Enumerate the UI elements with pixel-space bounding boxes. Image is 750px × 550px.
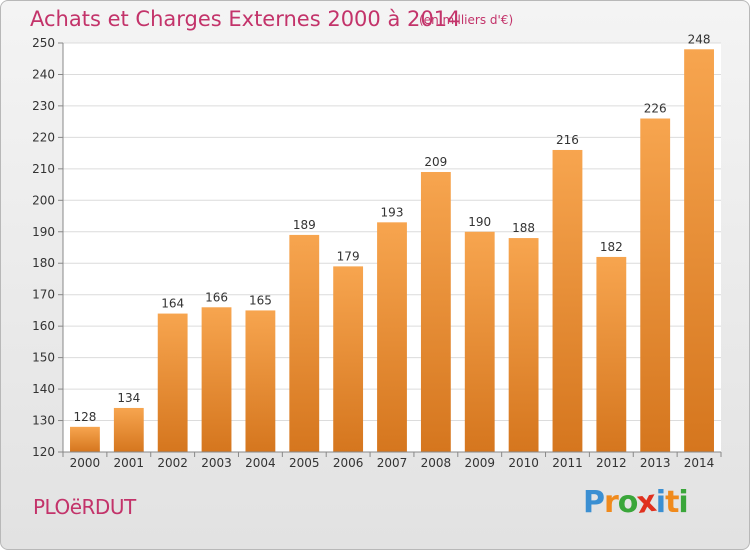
bar-2014 <box>684 49 714 453</box>
x-tick-label: 2012 <box>596 456 627 470</box>
data-label-2001: 134 <box>117 391 140 405</box>
data-label-2002: 164 <box>161 297 184 311</box>
data-labels: 128 134 164 166 165 189 179 193 209 190 188 216 182 2… <box>73 32 710 424</box>
logo-letter: o <box>617 485 639 520</box>
bar-2008 <box>420 171 451 452</box>
y-tick-label: 210 <box>32 162 55 176</box>
x-tick-label: 2014 <box>684 456 715 470</box>
data-label-2011: 216 <box>556 133 579 147</box>
logo-letter: r <box>604 485 619 520</box>
data-label-2006: 179 <box>337 249 360 263</box>
x-tick-label: 2001 <box>114 456 145 470</box>
commune-name: PLOëRDUT <box>33 495 136 519</box>
y-tick-label: 130 <box>32 414 55 428</box>
bar-2012 <box>596 256 627 452</box>
x-tick-label: 2006 <box>333 456 364 470</box>
logo-letter: i <box>678 485 688 520</box>
y-tick-label: 200 <box>32 193 55 207</box>
bar-2006 <box>333 266 364 452</box>
x-tick-label: 2010 <box>508 456 539 470</box>
data-label-2010: 188 <box>512 221 535 235</box>
bar-2000 <box>70 426 100 452</box>
bar-2004 <box>245 310 276 452</box>
y-tick-label: 250 <box>32 36 55 50</box>
logo-letter: x <box>635 483 659 522</box>
x-tick-label: 2008 <box>421 456 452 470</box>
chart-subtitle: (en milliers d'€) <box>419 13 514 27</box>
x-tick-label: 2003 <box>201 456 232 470</box>
y-tick-label: 240 <box>32 67 55 81</box>
bar-2002 <box>157 313 188 452</box>
data-label-2009: 190 <box>468 215 491 229</box>
logo-letter: t <box>665 485 679 520</box>
bar-2001 <box>113 407 144 452</box>
bar-2013 <box>640 118 671 452</box>
logo-letter: P <box>583 485 605 520</box>
data-label-2004: 165 <box>249 293 272 307</box>
data-label-2000: 128 <box>73 410 96 424</box>
data-label-2012: 182 <box>600 240 623 254</box>
x-tick-label: 2000 <box>70 456 101 470</box>
y-tick-label: 180 <box>32 256 55 270</box>
data-label-2003: 166 <box>205 290 228 304</box>
y-tick-label: 150 <box>32 351 55 365</box>
y-tick-label: 160 <box>32 319 55 333</box>
data-label-2013: 226 <box>644 102 667 116</box>
x-tick-label: 2011 <box>552 456 583 470</box>
y-tick-label: 220 <box>32 130 55 144</box>
x-tick-label: 2004 <box>245 456 276 470</box>
data-label-2007: 193 <box>381 205 404 219</box>
x-axis: 2000 2001 2002 2003 2004 2005 2006 2007 2008 2009… <box>62 451 722 470</box>
bar-2007 <box>377 222 407 452</box>
data-label-2008: 209 <box>424 155 447 169</box>
y-tick-label: 190 <box>32 225 55 239</box>
proxiti-logo: Proxiti <box>583 483 689 522</box>
y-tick-label: 230 <box>32 99 55 113</box>
bar-2011 <box>552 149 583 452</box>
x-tick-label: 2002 <box>157 456 188 470</box>
x-tick-label: 2009 <box>464 456 495 470</box>
logo-letter: i <box>655 485 666 520</box>
data-label-2005: 189 <box>293 218 316 232</box>
x-tick-label: 2005 <box>289 456 320 470</box>
bar-2005 <box>289 234 320 452</box>
y-tick-label: 140 <box>32 382 55 396</box>
chart-title: Achats et Charges Externes 2000 à 2014 <box>30 7 461 31</box>
y-tick-label: 170 <box>32 288 55 302</box>
bar-2009 <box>464 231 495 452</box>
bars <box>70 49 714 453</box>
y-tick-label: 120 <box>32 445 55 459</box>
x-tick-label: 2013 <box>640 456 671 470</box>
bar-2010 <box>508 238 539 452</box>
data-label-2014: 248 <box>688 32 711 46</box>
y-axis: 120 130 140 150 160 170 180 190 200 210 220 230 240 2… <box>32 36 64 459</box>
bar-2003 <box>201 307 232 452</box>
x-tick-label: 2007 <box>377 456 408 470</box>
